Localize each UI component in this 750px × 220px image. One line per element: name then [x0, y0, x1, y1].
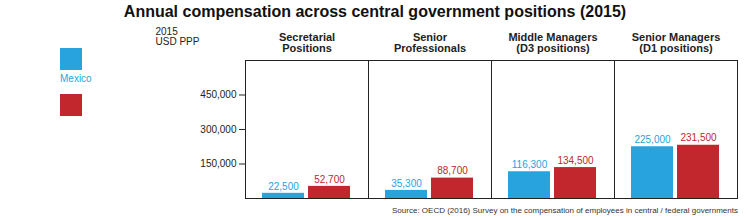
svg-text:88,700: 88,700 — [437, 165, 468, 176]
svg-text:2015USD PPP: 2015USD PPP — [156, 26, 200, 47]
svg-text:52,700: 52,700 — [314, 174, 345, 185]
html-text:Mexico: Mexico — [60, 73, 92, 84]
html-text:Annual compensation across cen: Annual compensation across central gover… — [123, 3, 627, 20]
svg-text:116,300: 116,300 — [512, 159, 548, 170]
svg-text:231,500: 231,500 — [680, 132, 717, 143]
svg-text:35,300: 35,300 — [391, 178, 422, 189]
svg-text:Middle Managers(D3 positions): Middle Managers(D3 positions) — [508, 31, 597, 54]
svg-text:134,500: 134,500 — [557, 155, 594, 166]
svg-text:150,000: 150,000 — [200, 158, 237, 169]
svg-text:SecretarialPositions: SecretarialPositions — [279, 31, 335, 54]
svg-text:SeniorProfessionals: SeniorProfessionals — [394, 31, 466, 54]
svg-text:Senior Managers(D1 positions): Senior Managers(D1 positions) — [632, 31, 721, 54]
svg-text:300,000: 300,000 — [200, 124, 237, 135]
svg-text:22,500: 22,500 — [268, 181, 299, 192]
html-text:Source: OECD (2016) Survey on: Source: OECD (2016) Survey on the compen… — [392, 206, 738, 215]
svg-text:450,000: 450,000 — [200, 89, 237, 100]
svg-text:225,000: 225,000 — [634, 134, 671, 145]
